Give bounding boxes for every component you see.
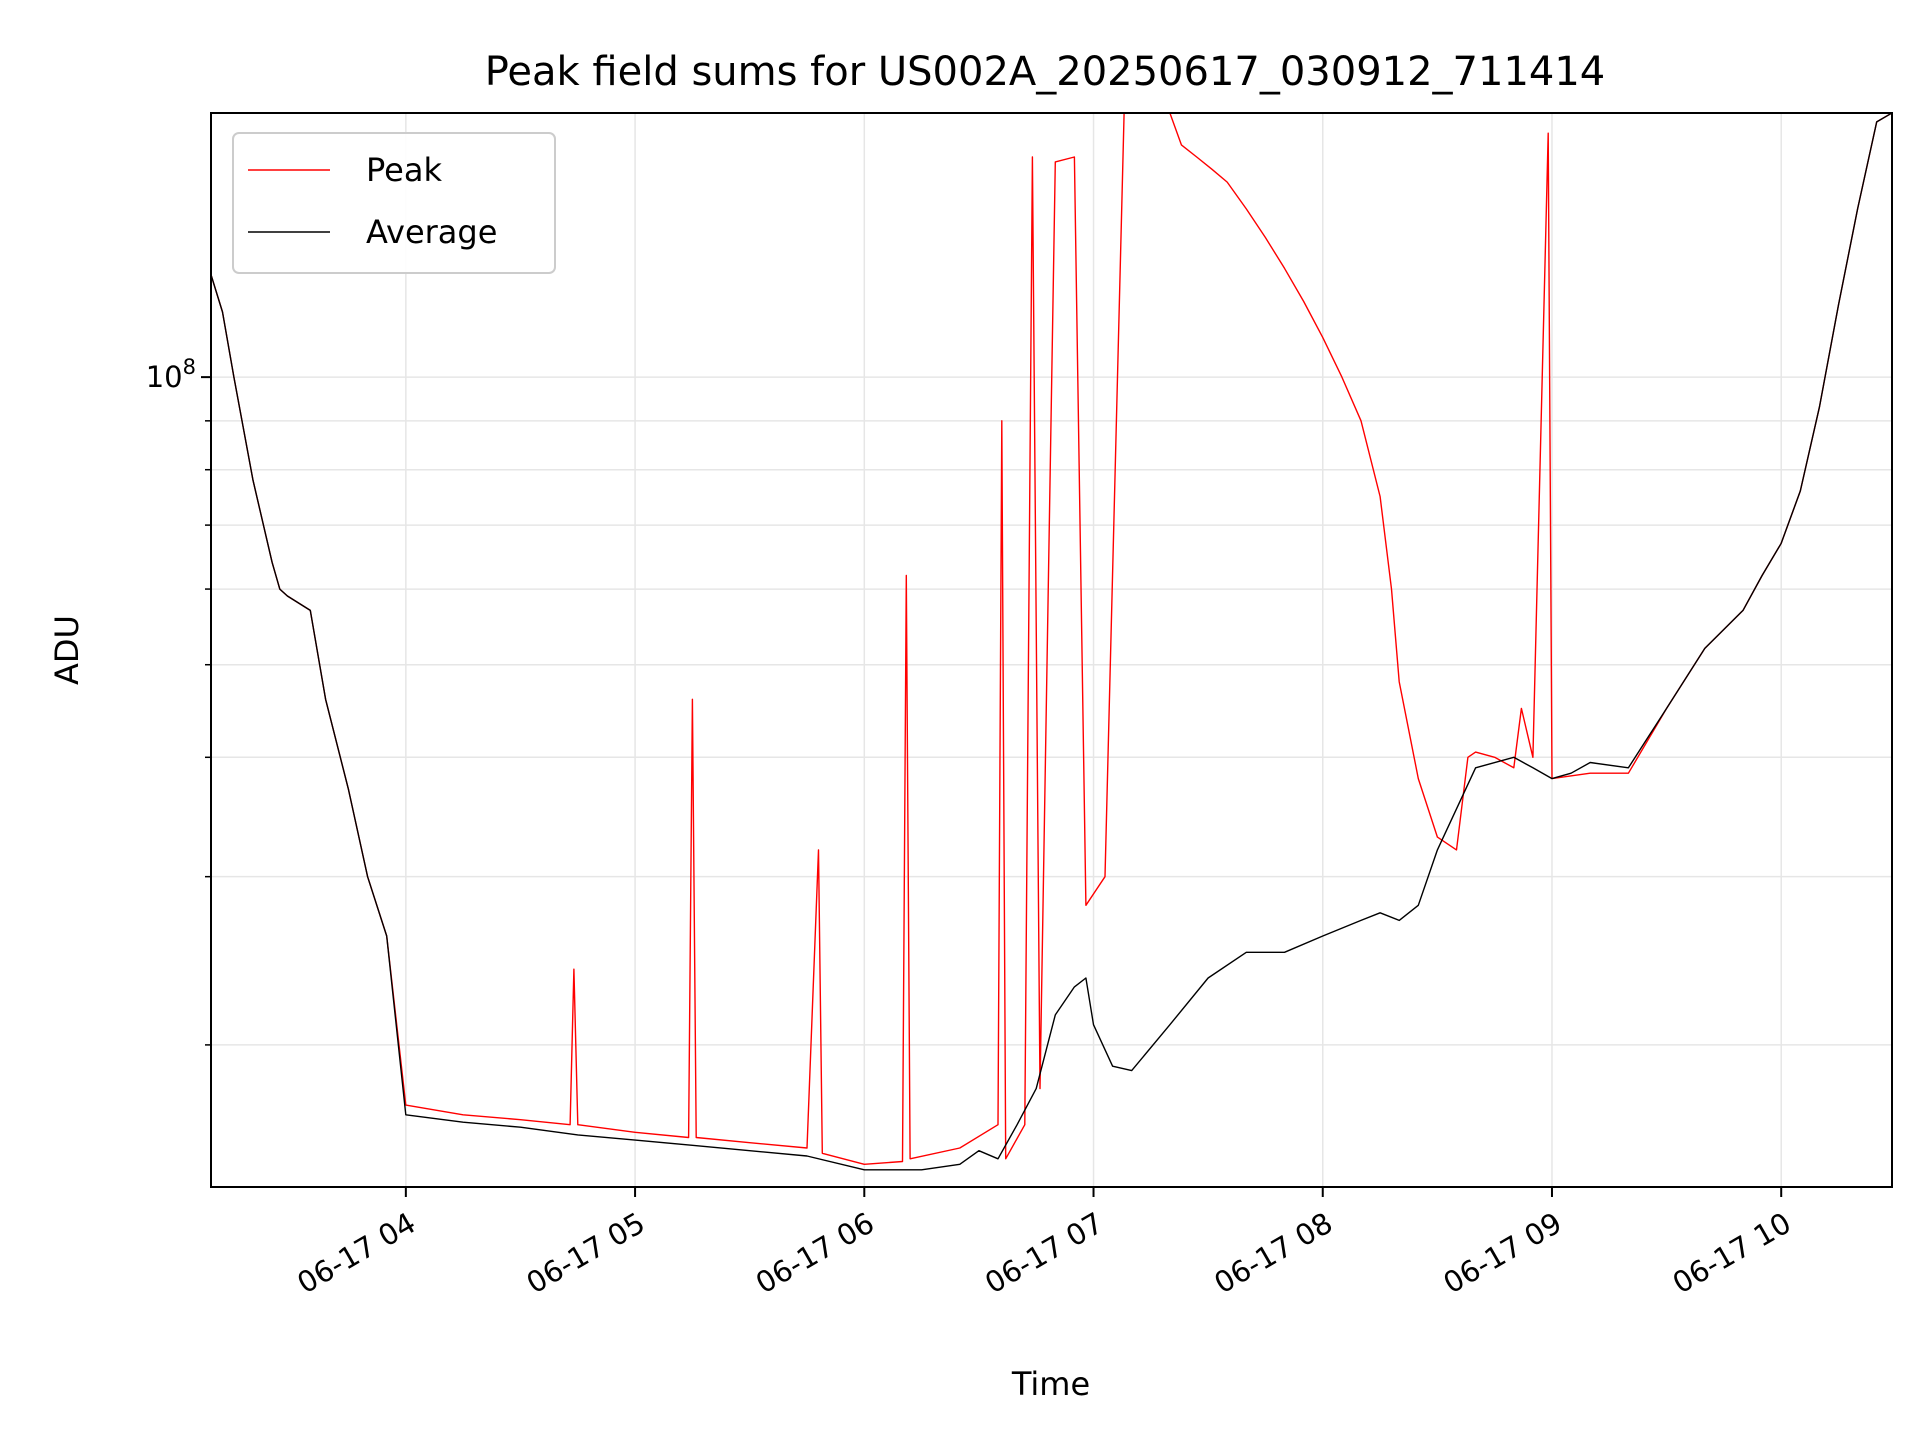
legend-label-peak: Peak	[366, 151, 442, 189]
series-line-average	[211, 113, 1892, 1171]
legend: Peak Average	[232, 132, 556, 274]
plot-area	[211, 113, 1892, 1171]
y-axis-label: ADU	[48, 615, 86, 685]
y-axis: 108	[146, 355, 211, 1046]
series-line-peak	[211, 113, 1892, 1165]
legend-label-average: Average	[366, 213, 497, 251]
chart-title: Peak field sums for US002A_20250617_0309…	[485, 49, 1606, 95]
axes-frame	[210, 112, 1893, 1188]
x-axis-label: Time	[1011, 1365, 1090, 1403]
legend-box	[232, 132, 556, 274]
y-tick-label: 108	[146, 355, 196, 394]
